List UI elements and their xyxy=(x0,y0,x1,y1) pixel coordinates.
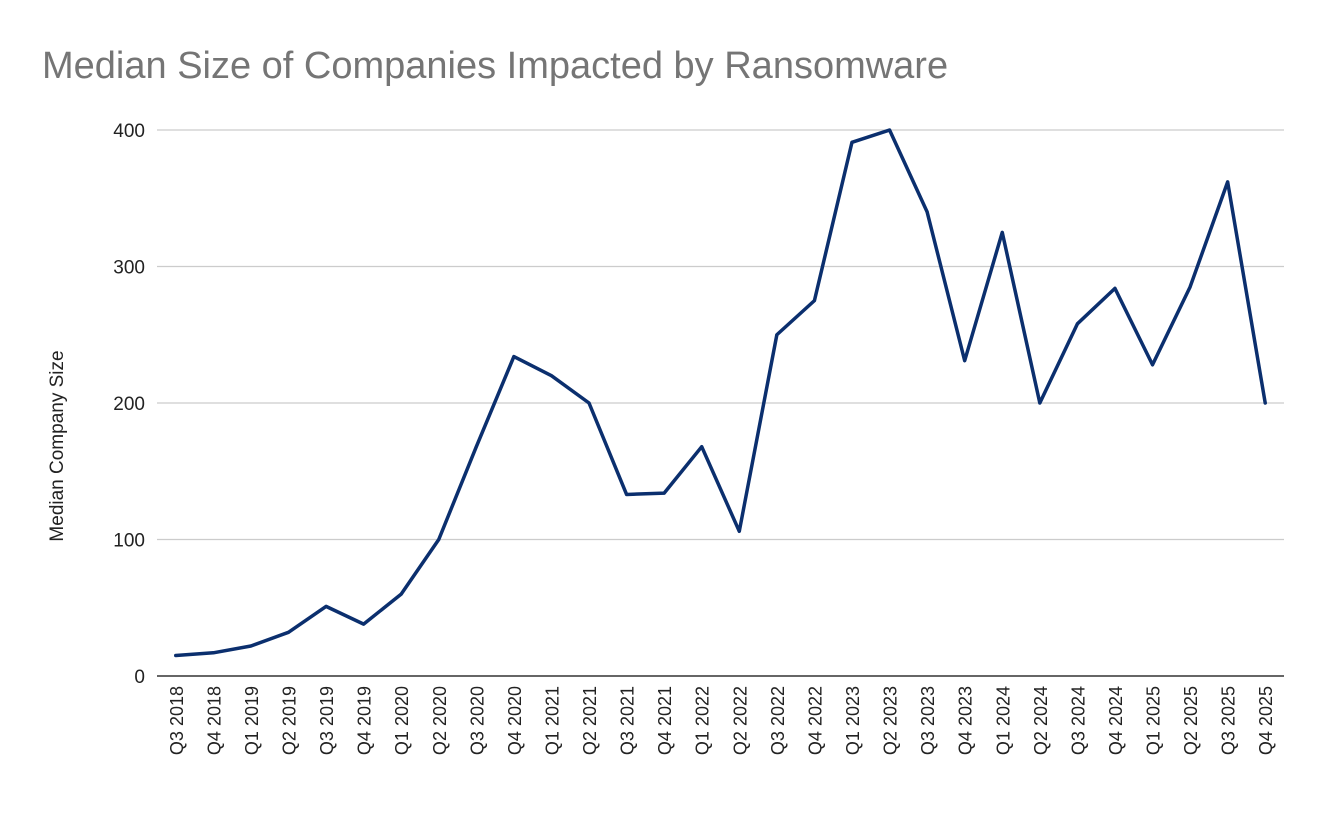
x-tick-label: Q4 2019 xyxy=(355,686,375,755)
data-point xyxy=(850,140,854,144)
data-point xyxy=(211,651,215,655)
x-tick-label: Q4 2025 xyxy=(1256,686,1276,755)
x-tick-label: Q4 2018 xyxy=(204,686,224,755)
data-point xyxy=(1000,230,1004,234)
y-tick-label: 200 xyxy=(113,394,145,415)
x-tick-labels: Q3 2018 Q4 2018 Q1 2019 Q2 2019 Q3 2019 Q4 20… xyxy=(167,686,1276,755)
data-point xyxy=(662,491,666,495)
x-tick-label: Q3 2020 xyxy=(467,686,487,755)
data-point xyxy=(1226,180,1230,184)
data-point xyxy=(925,210,929,214)
x-tick-label: Q1 2023 xyxy=(843,686,863,755)
data-point xyxy=(1038,401,1042,405)
x-tick-label: Q2 2025 xyxy=(1181,686,1201,755)
data-point xyxy=(324,604,328,608)
x-tick-label: Q2 2022 xyxy=(730,686,750,755)
data-point xyxy=(437,538,441,541)
y-tick-label: 0 xyxy=(134,667,145,688)
x-tick-label: Q3 2018 xyxy=(167,686,187,755)
x-tick-label: Q4 2020 xyxy=(505,686,525,755)
x-tick-label: Q1 2024 xyxy=(993,686,1013,755)
x-tick-label: Q2 2020 xyxy=(430,686,450,755)
data-point xyxy=(549,374,553,378)
gridlines xyxy=(157,129,1284,677)
x-tick-label: Q3 2023 xyxy=(918,686,938,755)
chart-title: Median Size of Companies Impacted by Ran… xyxy=(42,45,948,87)
x-tick-label: Q1 2019 xyxy=(242,686,262,755)
x-tick-label: Q4 2024 xyxy=(1106,686,1126,755)
data-point xyxy=(737,529,741,533)
x-tick-label: Q1 2020 xyxy=(392,686,412,755)
data-point xyxy=(362,622,366,626)
data-point xyxy=(1188,285,1192,289)
x-tick-label: Q3 2024 xyxy=(1068,686,1088,755)
data-point xyxy=(587,401,591,405)
data-point xyxy=(1151,363,1155,367)
data-point xyxy=(174,654,178,658)
x-tick-label: Q2 2019 xyxy=(279,686,299,755)
x-tick-label: Q3 2022 xyxy=(768,686,788,755)
data-point xyxy=(512,355,516,359)
y-axis-label: Median Company Size xyxy=(47,350,68,541)
x-tick-label: Q1 2021 xyxy=(542,686,562,755)
x-tick-label: Q1 2025 xyxy=(1144,686,1164,755)
data-point xyxy=(888,128,892,132)
data-point xyxy=(1113,286,1117,290)
data-point xyxy=(1075,322,1079,326)
y-tick-label: 400 xyxy=(113,121,145,142)
data-point xyxy=(249,644,253,648)
y-tick-label: 300 xyxy=(113,258,145,279)
x-tick-label: Q4 2021 xyxy=(655,686,675,755)
x-tick-label: Q4 2022 xyxy=(805,686,825,755)
data-point xyxy=(963,359,967,363)
data-point xyxy=(775,333,779,337)
data-point xyxy=(625,492,629,496)
x-tick-label: Q3 2021 xyxy=(618,686,638,755)
data-point xyxy=(474,445,478,449)
x-tick-label: Q3 2025 xyxy=(1219,686,1239,755)
y-tick-label: 100 xyxy=(113,531,145,552)
x-tick-label: Q3 2019 xyxy=(317,686,337,755)
data-point xyxy=(286,630,290,634)
data-point xyxy=(1263,401,1267,405)
series-layer xyxy=(174,128,1267,658)
data-point xyxy=(399,592,403,596)
data-point xyxy=(700,445,704,449)
x-tick-label: Q2 2024 xyxy=(1031,686,1051,755)
x-tick-label: Q4 2023 xyxy=(956,686,976,755)
y-tick-labels: 0 100 200 300 400 xyxy=(113,121,145,688)
series-line xyxy=(174,128,1267,658)
x-tick-label: Q2 2023 xyxy=(881,686,901,755)
x-tick-label: Q1 2022 xyxy=(693,686,713,755)
x-tick-label: Q2 2021 xyxy=(580,686,600,755)
data-point xyxy=(812,299,816,303)
